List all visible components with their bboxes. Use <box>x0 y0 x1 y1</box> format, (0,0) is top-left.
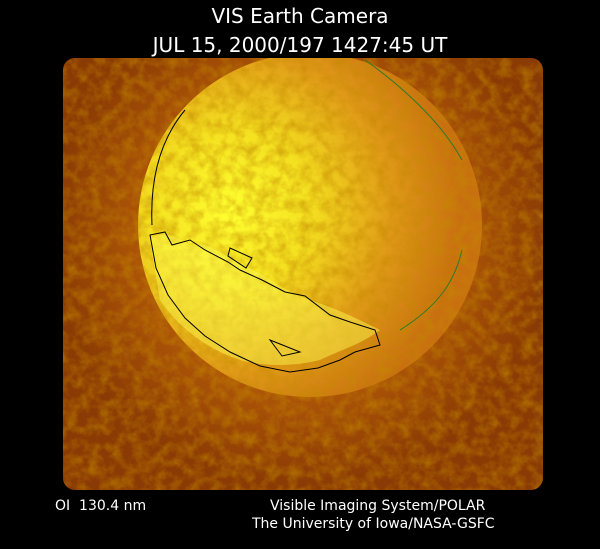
instrument: Visible Imaging System/POLAR <box>270 498 486 514</box>
image <box>63 58 543 490</box>
credit: The University of Iowa/NASA-GSFC <box>251 516 495 532</box>
timestamp: JUL 15, 2000/197 1427:45 UT <box>151 33 448 57</box>
wavelength: OI 130.4 nm <box>55 498 146 514</box>
title: VIS Earth Camera <box>211 4 388 28</box>
